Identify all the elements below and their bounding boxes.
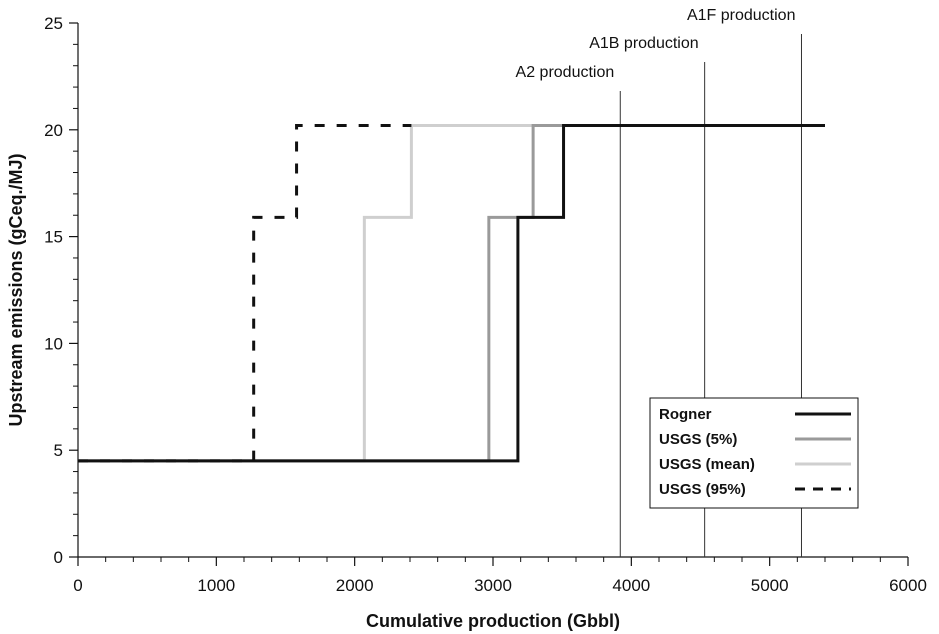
plot-area: 0 1000 2000 3000 4000 5000 6000 0 5 10 15 20 25 A2 pr… bbox=[44, 7, 927, 595]
reference-label: A2 production bbox=[516, 64, 615, 81]
y-tick-label: 0 bbox=[54, 548, 63, 567]
series-line-rogner bbox=[78, 124, 825, 463]
x-tick-label: 6000 bbox=[889, 576, 927, 595]
legend-label: USGS (5%) bbox=[659, 431, 737, 448]
series-line-usgs-5 bbox=[78, 124, 564, 463]
x-tick-label: 4000 bbox=[612, 576, 650, 595]
x-tick-label: 3000 bbox=[474, 576, 512, 595]
legend-label: USGS (95%) bbox=[659, 481, 746, 498]
reference-label: A1B production bbox=[589, 35, 698, 52]
x-axis-title: Cumulative production (Gbbl) bbox=[366, 611, 620, 631]
legend-label: Rogner bbox=[659, 406, 712, 423]
legend-box bbox=[649, 397, 859, 509]
series-line-usgs-mean bbox=[78, 124, 534, 463]
reference-label: A1F production bbox=[687, 7, 796, 24]
x-tick-label: 5000 bbox=[751, 576, 789, 595]
y-tick-label: 10 bbox=[44, 334, 63, 353]
x-tick-label: 1000 bbox=[197, 576, 235, 595]
x-tick-label: 2000 bbox=[336, 576, 374, 595]
x-tick-label: 0 bbox=[73, 576, 82, 595]
y-tick-label: 5 bbox=[54, 441, 63, 460]
y-tick-label: 15 bbox=[44, 228, 63, 247]
legend-label: USGS (mean) bbox=[659, 456, 755, 473]
y-tick-label: 20 bbox=[44, 121, 63, 140]
y-tick-label: 25 bbox=[44, 14, 63, 33]
y-axis-title: Upstream emissions (gCeq./MJ) bbox=[6, 153, 26, 426]
legend: Rogner USGS (5%) USGS (mean) USGS (95%) bbox=[649, 397, 859, 509]
series-line-usgs-95 bbox=[78, 124, 412, 463]
